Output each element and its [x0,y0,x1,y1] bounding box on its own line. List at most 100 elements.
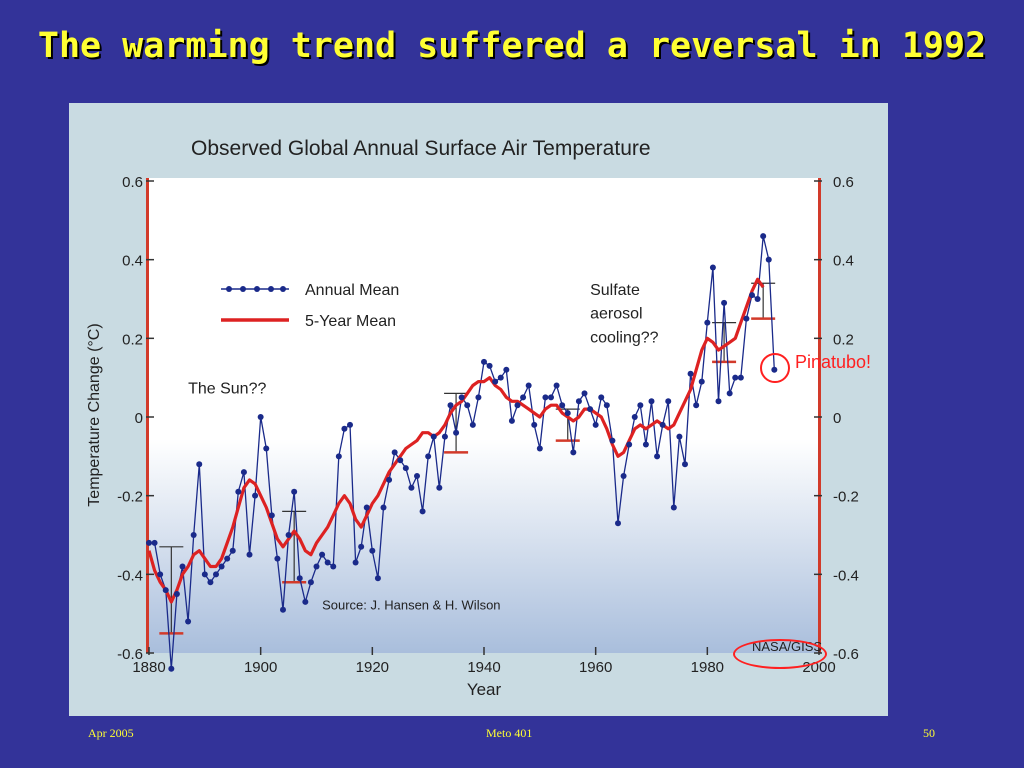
annual-mean-point [330,563,337,570]
annual-mean-point [626,441,633,448]
annual-mean-point [185,618,192,625]
annual-mean-point [196,461,203,468]
annual-mean-point [190,532,197,538]
annual-mean-point [341,425,348,432]
annual-mean-point [458,394,465,401]
annual-mean-point [168,665,175,672]
annual-mean-point [464,402,471,409]
y-tick-label-left: -0.4 [117,567,143,584]
annual-mean-point [246,551,253,558]
annual-mean-point [447,402,454,409]
annual-mean-point [721,299,728,306]
annual-mean-point [386,476,393,483]
annual-mean-point [218,563,225,570]
annual-mean-point [503,366,510,373]
chart-annotation: Sulfate [590,282,640,299]
chart-annotation: aerosol [590,306,642,323]
annual-mean-point [358,543,365,550]
annual-mean-point [274,555,281,562]
annual-mean-point [229,547,236,554]
x-tick-label: 1920 [356,659,389,676]
annual-mean-point [737,374,744,381]
annual-mean-point [553,382,560,389]
annual-mean-point [508,417,515,424]
annual-mean-point [754,296,761,302]
y-tick-label-right: -0.4 [833,567,859,584]
annual-mean-point [224,555,231,562]
annual-mean-point [146,539,152,546]
annual-mean-point [514,402,521,409]
annual-mean-point [296,575,303,582]
annual-mean-point [213,571,219,578]
y-tick-label-left: 0.6 [122,174,143,191]
annual-mean-point [520,394,527,401]
annual-mean-point [363,504,370,511]
chart-annotation: cooling?? [590,329,659,346]
annual-mean-point [235,488,242,495]
y-tick-label-right: 0.6 [833,174,854,191]
plot-frame-left [146,178,149,653]
annual-mean-point [492,378,499,385]
y-tick-label-left: 0 [135,410,143,427]
annual-mean-point [531,421,538,428]
annual-mean-point [682,461,688,468]
annual-mean-point [631,414,638,420]
y-axis-label: Temperature Change (°C) [86,323,103,506]
footer-course: Meto 401 [486,726,533,740]
y-tick-label-right: 0 [833,410,841,427]
annual-mean-point [670,504,677,511]
plot-area [148,178,820,653]
annual-mean-point [575,398,582,405]
annual-mean-point [453,429,460,436]
annual-mean-point [486,362,493,369]
legend-annual-marker [280,286,286,292]
annual-mean-point [347,421,353,428]
annual-mean-point [369,547,376,554]
annual-mean-point [397,457,404,464]
annual-mean-point [207,579,214,586]
annual-mean-point [726,390,733,397]
annual-mean-point [408,484,415,491]
legend-annual-marker [226,286,232,292]
annual-mean-point [352,559,359,566]
y-tick-label-right: -0.6 [833,646,859,663]
chart-annotation: The Sun?? [188,380,266,397]
annual-mean-point [570,449,577,456]
y-tick-label-right: 0.2 [833,331,854,348]
annual-mean-point [302,598,309,605]
y-tick-label-left: -0.6 [117,646,143,663]
annual-mean-point [425,453,432,460]
annual-mean-point [391,449,398,456]
annual-mean-point [743,315,750,322]
legend-annual-label: Annual Mean [305,282,399,299]
footer-date: Apr 2005 [88,726,134,740]
annual-mean-point [732,374,739,381]
footer-page-number: 50 [923,726,935,740]
annual-mean-point [335,453,342,460]
annual-mean-point [760,233,767,240]
annual-mean-point [564,410,571,417]
annual-mean-point [709,264,716,271]
annual-mean-point [659,421,666,428]
chart-title: Observed Global Annual Surface Air Tempe… [191,137,651,160]
annual-mean-point [263,445,270,452]
annual-mean-point [285,532,292,538]
chart-panel: Observed Global Annual Surface Air Tempe… [69,103,888,716]
legend-annual-marker [268,286,274,292]
annual-mean-point [592,421,599,428]
annual-mean-point [525,382,532,389]
annual-mean-point [307,579,314,586]
pinatubo-label: Pinatubo! [795,352,872,372]
annual-mean-point [603,402,610,409]
y-tick-label-left: 0.2 [122,331,143,348]
annual-mean-point [749,292,755,299]
annual-mean-point [587,406,594,413]
annual-mean-point [637,402,644,409]
annual-mean-point [654,453,661,460]
annual-mean-point [542,394,549,401]
annual-mean-point [402,465,409,472]
annual-mean-point [162,587,169,594]
annual-mean-point [704,319,711,326]
annual-mean-point [475,394,482,401]
legend-5yr-label: 5-Year Mean [305,313,396,330]
